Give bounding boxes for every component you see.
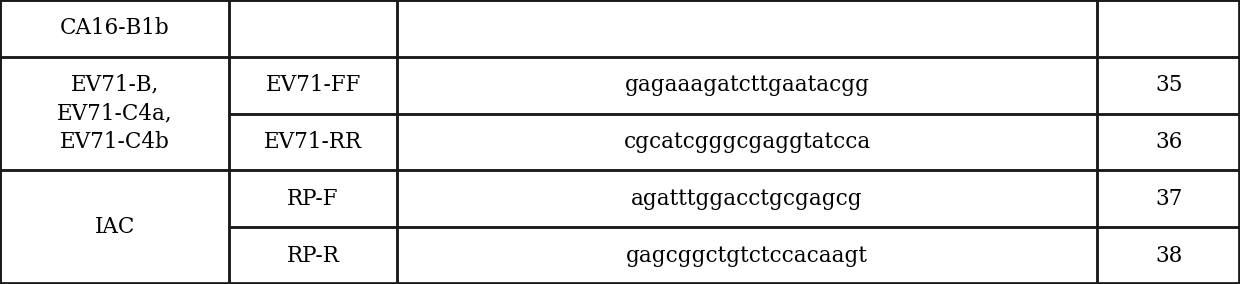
Bar — [229, 114, 397, 170]
Text: IAC: IAC — [94, 216, 135, 238]
Bar — [229, 170, 397, 227]
Bar — [1097, 114, 1240, 170]
Text: RP-F: RP-F — [288, 188, 339, 210]
Text: gagcggctgtctccacaagt: gagcggctgtctccacaagt — [626, 245, 868, 267]
Text: agatttggacctgcgagcg: agatttggacctgcgagcg — [631, 188, 863, 210]
Bar — [397, 227, 1097, 284]
Text: cgcatcgggcgaggtatcca: cgcatcgggcgaggtatcca — [624, 131, 870, 153]
Bar — [0, 170, 229, 284]
Bar — [1097, 170, 1240, 227]
Text: EV71-B,
EV71-C4a,
EV71-C4b: EV71-B, EV71-C4a, EV71-C4b — [57, 74, 172, 153]
Text: gagaaagatcttgaatacgg: gagaaagatcttgaatacgg — [625, 74, 869, 96]
Bar — [0, 0, 229, 57]
Text: 37: 37 — [1154, 188, 1183, 210]
Text: EV71-FF: EV71-FF — [265, 74, 361, 96]
Bar — [229, 227, 397, 284]
Bar — [397, 57, 1097, 114]
Text: 36: 36 — [1154, 131, 1183, 153]
Bar — [229, 57, 397, 114]
Bar — [397, 170, 1097, 227]
Bar — [229, 0, 397, 57]
Bar — [397, 114, 1097, 170]
Text: 38: 38 — [1154, 245, 1183, 267]
Text: RP-R: RP-R — [286, 245, 340, 267]
Text: EV71-RR: EV71-RR — [264, 131, 362, 153]
Bar — [1097, 227, 1240, 284]
Bar — [397, 0, 1097, 57]
Bar — [0, 57, 229, 170]
Text: 35: 35 — [1154, 74, 1183, 96]
Bar — [1097, 57, 1240, 114]
Text: CA16-B1b: CA16-B1b — [60, 17, 170, 39]
Bar — [1097, 0, 1240, 57]
